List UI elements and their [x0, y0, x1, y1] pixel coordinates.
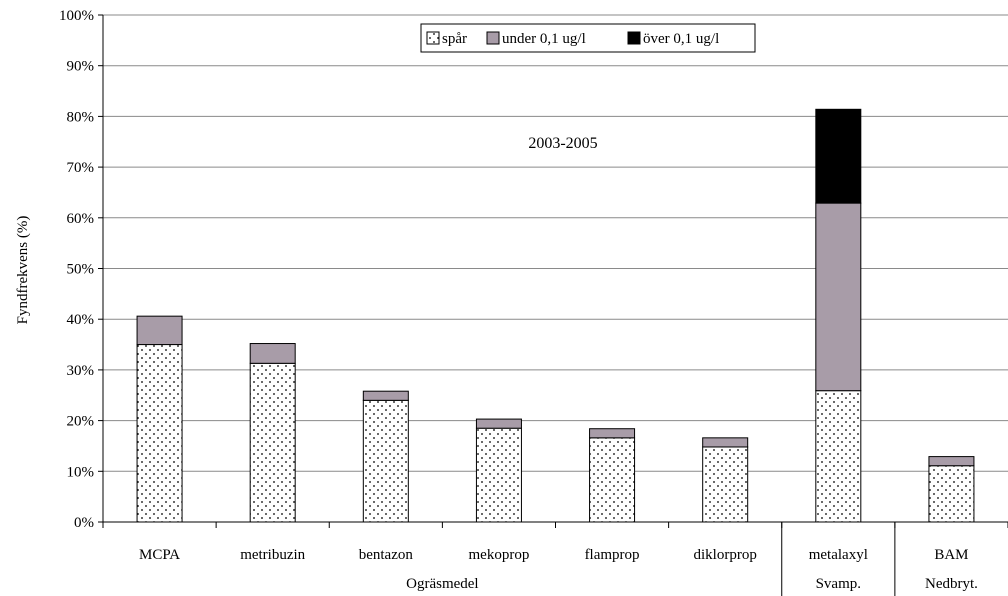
x-tick-label: MCPA [139, 547, 180, 563]
legend-swatch [486, 31, 500, 45]
bars [136, 108, 975, 523]
y-tick-label: 60% [67, 211, 95, 227]
group-label: Svamp. [816, 576, 861, 592]
bar-segment [815, 108, 862, 204]
y-tick-label: 90% [67, 59, 95, 75]
legend-label: under 0,1 ug/l [502, 31, 586, 47]
bar-segment [589, 428, 636, 439]
y-tick-label: 100% [59, 8, 94, 24]
x-tick-label: BAM [934, 547, 968, 563]
y-axis-ticks: 0% 10% 20% 30% 40% 50% 60% 70% 80% 90% 100% [59, 8, 104, 531]
x-tick-label: metribuzin [240, 547, 305, 563]
legend-label: över 0,1 ug/l [643, 31, 719, 47]
x-tick-label: metalaxyl [809, 547, 868, 563]
y-tick-label: 40% [67, 312, 95, 328]
y-tick-label: 70% [67, 160, 95, 176]
group-label: Ogräsmedel [406, 576, 478, 592]
y-tick-label: 80% [67, 109, 95, 125]
x-tick-label: diklorprop [694, 547, 757, 563]
legend: spår under 0,1 ug/l över 0,1 ug/l [420, 23, 756, 53]
bar-segment [136, 315, 183, 346]
x-axis: MCPA metribuzin bentazon mekoprop flamprop di… [102, 521, 1008, 596]
y-tick-label: 10% [67, 464, 95, 480]
bar-segment [362, 390, 409, 401]
bar-segment [249, 362, 296, 523]
bar-segment [249, 343, 296, 364]
x-tick-label: mekoprop [469, 547, 530, 563]
x-tick-label: flamprop [585, 547, 640, 563]
bar-segment [475, 427, 522, 523]
bar-segment [928, 456, 975, 467]
group-label: Nedbryt. [925, 576, 978, 592]
legend-swatch [426, 31, 440, 45]
bar-segment [702, 437, 749, 448]
y-axis-label: Fyndfrekvens (%) [15, 216, 31, 325]
bar-segment [136, 344, 183, 523]
legend-box [420, 23, 756, 53]
y-tick-label: 0% [74, 515, 94, 531]
bar-segment [702, 446, 749, 523]
bar-segment [815, 202, 862, 392]
x-tick-label: bentazon [359, 547, 414, 563]
bar-segment [928, 465, 975, 523]
bar-segment [815, 390, 862, 523]
legend-swatch [627, 31, 641, 45]
period-annotation: 2003-2005 [528, 135, 597, 152]
legend-label: spår [442, 31, 467, 47]
y-tick-label: 30% [67, 363, 95, 379]
bar-segment [475, 418, 522, 429]
gridlines [103, 14, 1008, 523]
bar-segment [589, 437, 636, 523]
y-tick-label: 50% [67, 262, 95, 278]
y-tick-label: 20% [67, 414, 95, 430]
bar-segment [362, 399, 409, 523]
